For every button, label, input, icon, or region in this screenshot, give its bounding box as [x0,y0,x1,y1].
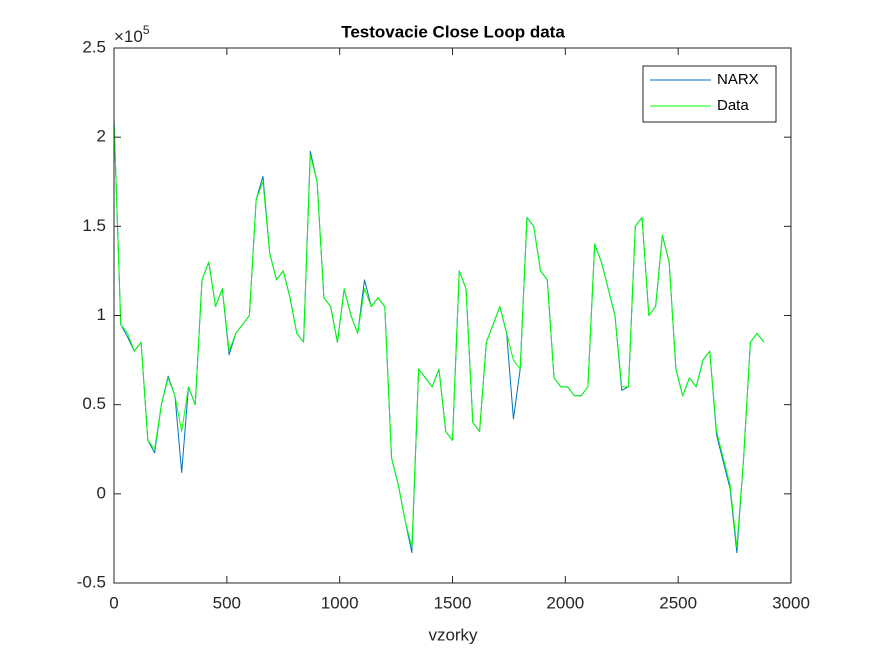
x-tick-label: 2500 [659,593,697,612]
y-multiplier-exponent: 5 [143,23,150,37]
x-tick-label: 0 [109,593,118,612]
legend-label: NARX [717,71,759,88]
x-tick-label: 2000 [546,593,584,612]
y-tick-label: 0 [97,483,106,502]
legend-box [642,65,777,123]
y-tick-label: 2 [97,127,106,146]
legend: NARX Data [642,65,777,123]
y-tick-label: 1 [97,305,106,324]
y-tick-label: -0.5 [77,572,106,591]
x-axis-label: vzorky [428,625,478,644]
legend-label: Data [717,97,749,114]
x-tick-label: 3000 [772,593,810,612]
y-multiplier: ×105 [114,23,150,46]
chart-title: Testovacie Close Loop data [341,22,565,41]
x-tick-label: 1000 [321,593,359,612]
y-tick-label: 1.5 [82,216,106,235]
y-multiplier-base: ×10 [114,27,143,46]
plot-area [113,119,765,554]
x-tick-label: 1500 [434,593,472,612]
x-tick-label: 500 [213,593,241,612]
y-tick-label: 2.5 [82,37,106,56]
y-tick-label: 0.5 [82,394,106,413]
data-line [113,119,765,548]
